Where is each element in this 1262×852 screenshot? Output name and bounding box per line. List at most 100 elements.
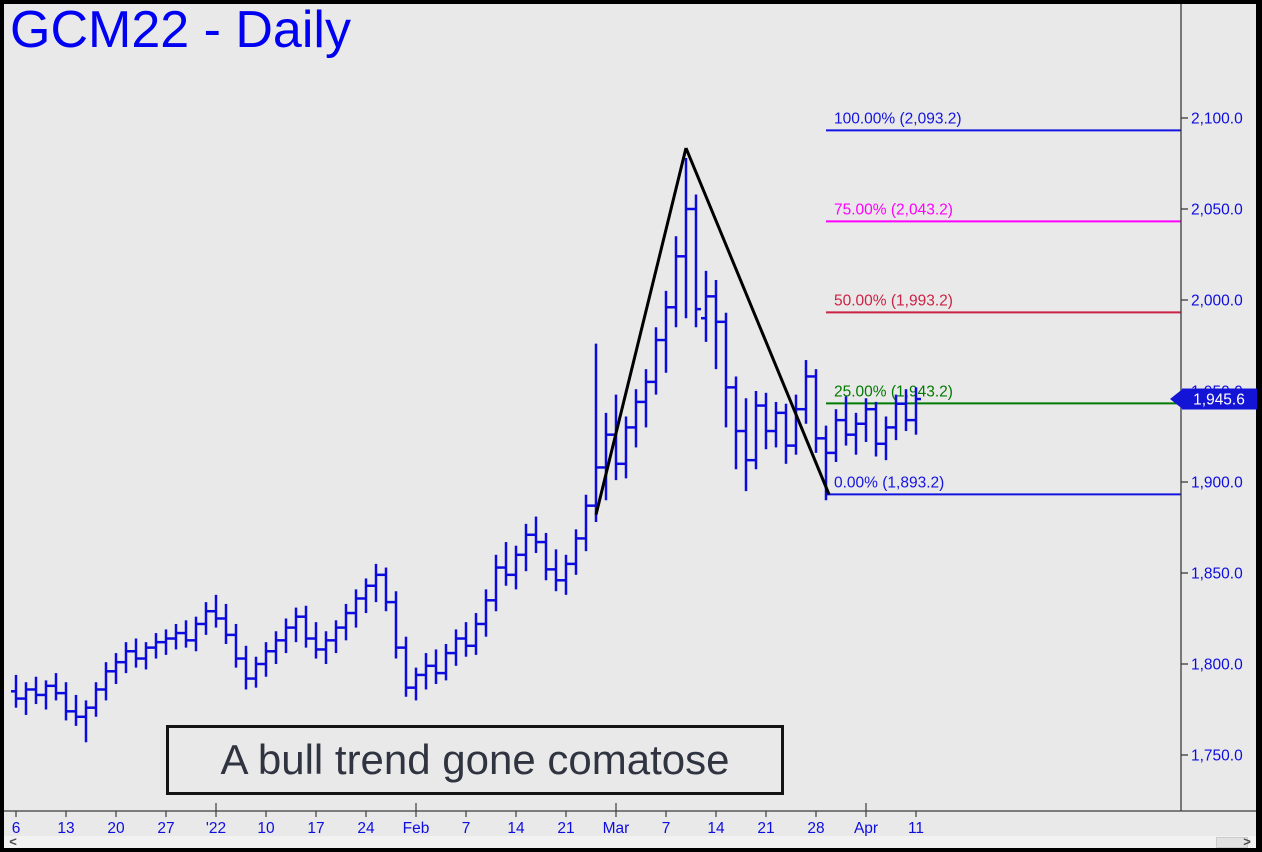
ohlc-bar [371, 563, 381, 603]
ohlc-bar [481, 589, 491, 637]
ohlc-bar [281, 618, 291, 654]
ohlc-bar [91, 682, 101, 717]
ohlc-bar [361, 578, 371, 614]
last-price-badge: 1,945.6 [1170, 388, 1257, 410]
ohlc-bar [401, 636, 411, 697]
ohlc-bar [111, 653, 121, 685]
chart-title: GCM22 - Daily [10, 1, 351, 59]
ohlc-bar [631, 389, 641, 448]
ohlc-bar [701, 270, 711, 342]
ohlc-bar [471, 613, 481, 655]
ohlc-bar [331, 620, 341, 654]
ohlc-bar [791, 394, 801, 455]
ohlc-bar [591, 343, 601, 523]
ohlc-bar [511, 545, 521, 590]
ohlc-bar [721, 312, 731, 428]
ohlc-bar [831, 409, 841, 462]
ohlc-bar [741, 398, 751, 492]
ohlc-bar [131, 638, 141, 668]
ohlc-bar [51, 673, 61, 701]
time-tick-label: 10 [257, 820, 275, 837]
fib-label-50: 50.00% (1,993.2) [834, 292, 953, 309]
badge-arrow-icon [1170, 389, 1182, 409]
ohlc-bar [771, 401, 781, 448]
time-tick-label: 14 [707, 820, 725, 837]
ohlc-bar [71, 694, 81, 726]
time-tick-label: 20 [107, 820, 125, 837]
ohlc-bar [641, 369, 651, 428]
time-tick-label: 7 [662, 820, 671, 837]
ohlc-bar [541, 532, 551, 581]
time-tick-label: 17 [307, 820, 324, 837]
price-tick-label: 1,750.0 [1191, 748, 1243, 765]
ohlc-bar [551, 549, 561, 592]
fib-label-75: 75.00% (2,043.2) [834, 201, 953, 218]
horizontal-scrollbar[interactable]: < > [4, 834, 1256, 849]
time-tick-label: 28 [807, 820, 824, 837]
annotation-box[interactable]: A bull trend gone comatose [166, 725, 784, 795]
ohlc-bar [841, 396, 851, 446]
ohlc-bar [241, 645, 251, 690]
time-tick-label: Apr [854, 820, 878, 837]
fib-retracement[interactable]: 100.00% (2,093.2) 75.00% (2,043.2) 50.00% … [826, 110, 1181, 496]
ohlc-bar [411, 667, 421, 701]
ohlc-bar [311, 622, 321, 659]
abc-trendlines[interactable] [594, 147, 831, 516]
ohlc-bar [811, 369, 821, 453]
fib-label-100: 100.00% (2,093.2) [834, 110, 962, 127]
ohlc-bar [531, 516, 541, 553]
ohlc-bar [661, 290, 671, 373]
ohlc-bar [31, 676, 41, 705]
ohlc-bar [561, 554, 571, 595]
ohlc-bar [901, 389, 911, 432]
ohlc-bars [11, 158, 921, 743]
ohlc-bar [711, 279, 721, 370]
ohlc-bar [571, 529, 581, 575]
ohlc-bar [161, 629, 171, 655]
scroll-right-icon[interactable]: > [1243, 834, 1251, 849]
ohlc-bar [881, 416, 891, 461]
time-tick-label: 13 [57, 820, 74, 837]
ohlc-bar [801, 360, 811, 424]
scroll-left-icon[interactable]: < [9, 834, 17, 849]
ohlc-bar [581, 494, 591, 552]
time-tick-label: 6 [12, 820, 21, 837]
ohlc-bar [391, 591, 401, 659]
price-tick-label: 2,050.0 [1191, 202, 1243, 219]
ohlc-bar [301, 605, 311, 648]
ohlc-bar [171, 623, 181, 650]
ohlc-bar [911, 387, 921, 435]
time-tick-label: 14 [507, 820, 525, 837]
ohlc-bar [851, 412, 861, 455]
ohlc-bar [381, 567, 391, 612]
ohlc-bar [751, 391, 761, 470]
ohlc-bar [251, 656, 261, 688]
ohlc-bar [41, 680, 51, 710]
fib-label-0: 0.00% (1,893.2) [834, 474, 944, 491]
scrollbar-thumb[interactable] [1216, 837, 1248, 848]
ohlc-bar [421, 653, 431, 690]
time-tick-label: Feb [403, 820, 430, 837]
time-tick-label: 27 [157, 820, 174, 837]
ohlc-bar [781, 403, 791, 464]
chart-background [4, 4, 1256, 847]
price-tick-label: 1,800.0 [1191, 657, 1243, 674]
ohlc-bar [651, 327, 661, 395]
ohlc-bar [211, 594, 221, 628]
ohlc-bar [181, 620, 191, 648]
ohlc-bar [151, 633, 161, 659]
price-axis: 2,100.02,050.02,000.01,950.01,900.01,850… [1180, 4, 1243, 811]
trendline-ab[interactable] [594, 147, 688, 516]
time-tick-label: '22 [206, 820, 226, 837]
trendline-bc[interactable] [684, 147, 831, 495]
ohlc-bar [431, 649, 441, 685]
ohlc-bar [221, 603, 231, 644]
time-tick-label: 21 [757, 820, 774, 837]
ohlc-bar [501, 542, 511, 586]
ohlc-bar [231, 623, 241, 668]
ohlc-bar [461, 622, 471, 657]
ohlc-bar [691, 194, 701, 328]
ohlc-bar [261, 642, 271, 677]
